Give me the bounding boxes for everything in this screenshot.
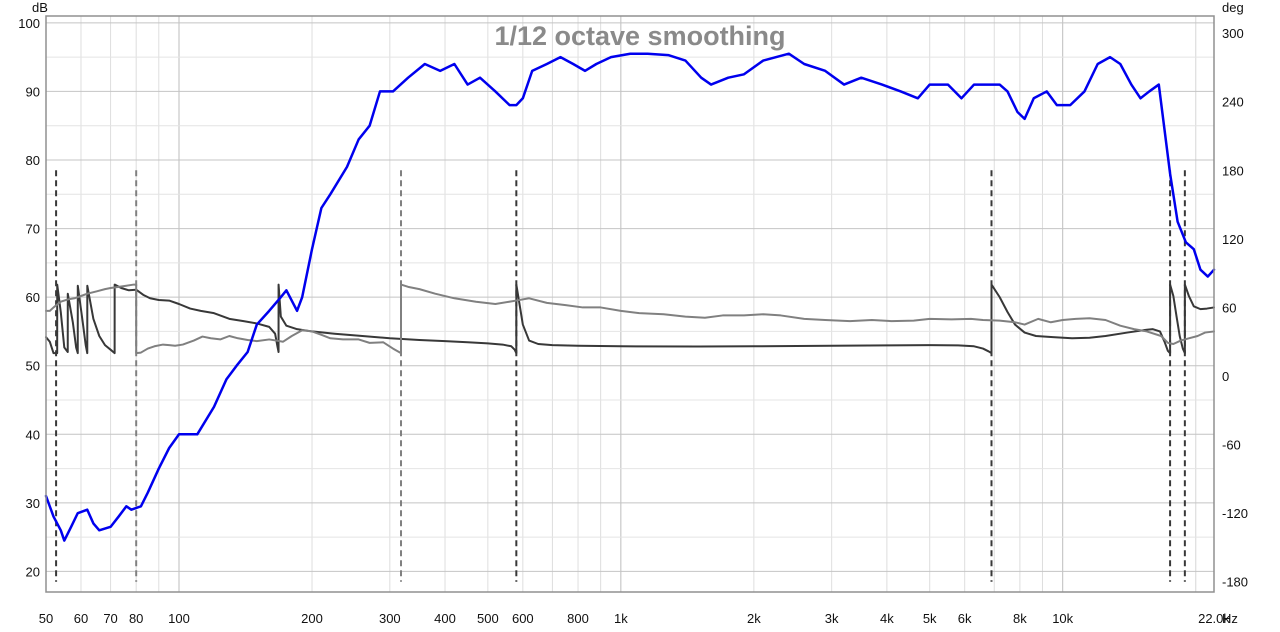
x-tick-label: 100 — [168, 611, 190, 626]
y-right-tick-label: 180 — [1222, 163, 1244, 178]
y-right-tick-label: 60 — [1222, 300, 1236, 315]
y-left-unit-label: dB — [32, 0, 48, 15]
plot-frame — [45, 15, 1215, 593]
y-right-tick-label: 300 — [1222, 26, 1244, 41]
y-left-tick-label: 40 — [26, 427, 40, 442]
chart-title: 1/12 octave smoothing — [494, 21, 785, 51]
x-tick-label: 3k — [825, 611, 839, 626]
y-left-tick-label: 30 — [26, 496, 40, 511]
x-tick-label: 22.0k — [1198, 611, 1230, 626]
x-tick-label: 200 — [301, 611, 323, 626]
x-tick-label: 400 — [434, 611, 456, 626]
x-tick-label: 6k — [958, 611, 972, 626]
x-tick-label: 4k — [880, 611, 894, 626]
y-left-tick-label: 100 — [18, 16, 40, 31]
series-lines — [44, 52, 1216, 542]
series-line-1 — [44, 52, 1216, 542]
tick-labels: 50 60 70 80 100 200 300 400 500 600 800 1k 2k 3k 4k 5k 6… — [18, 16, 1248, 626]
y-left-tick-label: 80 — [26, 153, 40, 168]
y-right-unit-label: deg — [1222, 0, 1244, 15]
x-tick-label: 2k — [747, 611, 761, 626]
y-left-tick-label: 50 — [26, 359, 40, 374]
series-line-2 — [45, 283, 1215, 355]
y-right-tick-label: 240 — [1222, 95, 1244, 110]
x-tick-label: 70 — [103, 611, 117, 626]
y-right-tick-label: -120 — [1222, 506, 1248, 521]
x-unit-label: Hz — [1222, 611, 1238, 626]
y-right-tick-label: -60 — [1222, 438, 1241, 453]
y-right-tick-label: -180 — [1222, 575, 1248, 590]
x-tick-label: 50 — [39, 611, 53, 626]
x-tick-label: 300 — [379, 611, 401, 626]
y-right-tick-label: 120 — [1222, 232, 1244, 247]
y-left-tick-label: 90 — [26, 84, 40, 99]
x-tick-label: 500 — [477, 611, 499, 626]
x-tick-label: 5k — [923, 611, 937, 626]
x-tick-label: 8k — [1013, 611, 1027, 626]
x-tick-label: 600 — [512, 611, 534, 626]
phase-wrap-markers — [55, 170, 1186, 582]
y-left-tick-label: 60 — [26, 290, 40, 305]
y-left-tick-label: 70 — [26, 222, 40, 237]
y-right-tick-label: 0 — [1222, 369, 1229, 384]
x-tick-label: 1k — [614, 611, 628, 626]
x-tick-label: 10k — [1052, 611, 1073, 626]
x-tick-label: 60 — [74, 611, 88, 626]
x-tick-label: 800 — [567, 611, 589, 626]
x-tick-label: 80 — [129, 611, 143, 626]
y-left-tick-label: 20 — [26, 564, 40, 579]
